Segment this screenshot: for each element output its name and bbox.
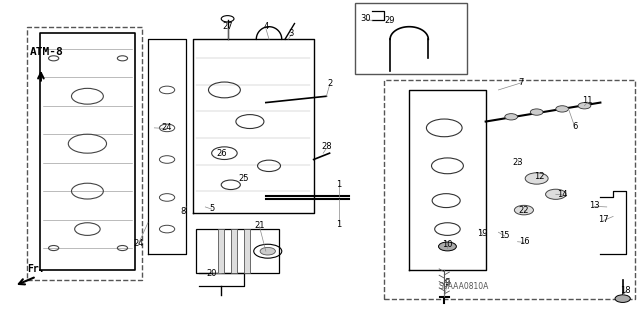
Text: 10: 10	[442, 241, 452, 249]
Text: Fr.: Fr.	[27, 264, 45, 274]
Text: 29: 29	[385, 16, 396, 25]
Text: 15: 15	[500, 231, 510, 240]
Text: 14: 14	[557, 190, 568, 199]
Text: 16: 16	[518, 237, 529, 246]
Text: 3: 3	[289, 28, 294, 38]
Text: 18: 18	[621, 286, 631, 295]
Text: ATM-8: ATM-8	[30, 47, 64, 57]
Circle shape	[545, 189, 566, 199]
Text: 27: 27	[222, 22, 233, 31]
Bar	[231, 229, 237, 273]
Text: 1: 1	[337, 220, 342, 229]
Text: 25: 25	[238, 174, 249, 183]
Circle shape	[556, 106, 568, 112]
Text: 5: 5	[209, 204, 214, 213]
Text: 26: 26	[216, 149, 227, 158]
Text: 8: 8	[180, 207, 186, 216]
Text: 21: 21	[254, 221, 265, 230]
Text: 2: 2	[327, 79, 332, 88]
Text: 24: 24	[162, 123, 172, 132]
Circle shape	[578, 103, 591, 109]
Text: 24: 24	[133, 239, 143, 248]
Text: S9AAA0810A: S9AAA0810A	[438, 282, 488, 291]
Text: 13: 13	[589, 201, 599, 210]
Circle shape	[505, 114, 518, 120]
Text: 12: 12	[534, 172, 545, 182]
Text: 30: 30	[360, 14, 371, 23]
Text: 23: 23	[512, 158, 523, 167]
Text: 7: 7	[518, 78, 524, 86]
Text: 6: 6	[572, 122, 577, 131]
Circle shape	[260, 248, 275, 255]
Circle shape	[515, 205, 534, 215]
Bar	[218, 229, 225, 273]
Circle shape	[531, 109, 543, 115]
Bar	[196, 229, 278, 273]
Text: 20: 20	[207, 269, 217, 278]
Text: 28: 28	[321, 142, 332, 151]
Text: 22: 22	[518, 206, 529, 215]
Circle shape	[615, 295, 630, 302]
Text: 19: 19	[477, 229, 488, 238]
Circle shape	[438, 242, 456, 251]
Bar	[244, 229, 250, 273]
Text: 11: 11	[582, 97, 593, 106]
Circle shape	[525, 173, 548, 184]
Text: 9: 9	[445, 278, 450, 287]
Text: 4: 4	[263, 22, 268, 31]
Text: 17: 17	[598, 215, 609, 224]
Text: 1: 1	[337, 180, 342, 189]
